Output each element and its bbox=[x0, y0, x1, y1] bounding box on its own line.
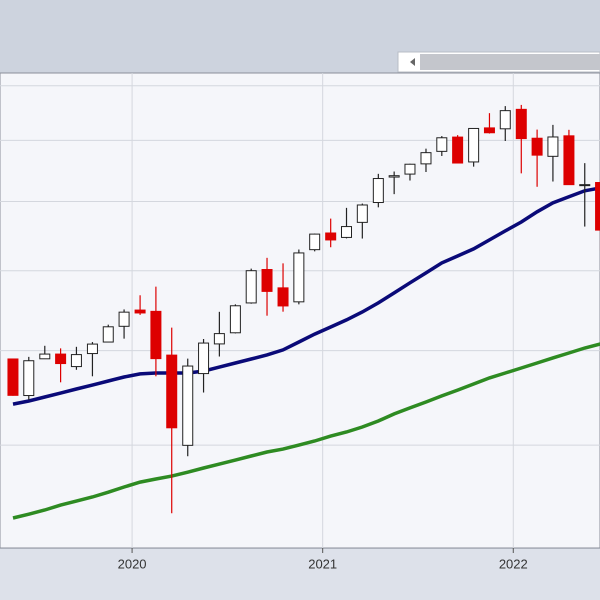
scroll-arrow-left[interactable] bbox=[410, 58, 415, 66]
candle-body bbox=[499, 110, 511, 130]
moving-average bbox=[12, 342, 600, 520]
candle-body bbox=[404, 163, 416, 175]
candle-body bbox=[436, 137, 448, 152]
candle-body bbox=[7, 358, 19, 396]
candle-body bbox=[55, 353, 67, 365]
candle-body bbox=[388, 175, 400, 178]
candle-body bbox=[595, 182, 600, 231]
candle-body bbox=[341, 226, 353, 238]
plot-area bbox=[0, 72, 600, 549]
candle-body bbox=[372, 178, 384, 204]
candle-body bbox=[182, 365, 194, 446]
scrollbar[interactable] bbox=[397, 51, 600, 73]
scroll-thumb[interactable] bbox=[420, 54, 600, 70]
candle-body bbox=[39, 353, 51, 360]
candle-body bbox=[356, 204, 368, 223]
candle-body bbox=[70, 354, 82, 368]
candle-body bbox=[452, 136, 464, 164]
candle-body bbox=[23, 360, 35, 397]
candle-body bbox=[325, 232, 337, 241]
x-tick-label: 2022 bbox=[499, 556, 528, 571]
candle-body bbox=[166, 354, 178, 429]
candle-body bbox=[198, 342, 210, 375]
candle-body bbox=[102, 326, 114, 343]
candle-body bbox=[547, 136, 559, 157]
plot bbox=[0, 73, 600, 548]
candle-body bbox=[579, 184, 591, 187]
x-axis: 2020 2021 2022 bbox=[118, 548, 528, 571]
candle-body bbox=[420, 152, 432, 165]
candle-body bbox=[229, 305, 241, 334]
candle-body bbox=[531, 137, 543, 156]
candle-body bbox=[468, 127, 480, 163]
candle-body bbox=[213, 333, 225, 345]
candle-body bbox=[134, 309, 146, 314]
candle-body bbox=[563, 135, 575, 186]
candle-body bbox=[150, 310, 162, 360]
candle-body bbox=[261, 269, 273, 292]
candle-body bbox=[277, 287, 289, 307]
candle-body bbox=[483, 127, 495, 134]
candle-body bbox=[309, 233, 321, 251]
candle-body bbox=[245, 270, 257, 304]
moving-average bbox=[12, 186, 600, 406]
candle-body bbox=[293, 252, 305, 303]
x-tick-label: 2020 bbox=[118, 556, 147, 571]
x-tick-label: 2021 bbox=[308, 556, 337, 571]
x-axis-area bbox=[0, 549, 600, 600]
candle-body bbox=[86, 343, 98, 355]
candle-body bbox=[118, 311, 130, 327]
candle-body bbox=[515, 108, 527, 140]
